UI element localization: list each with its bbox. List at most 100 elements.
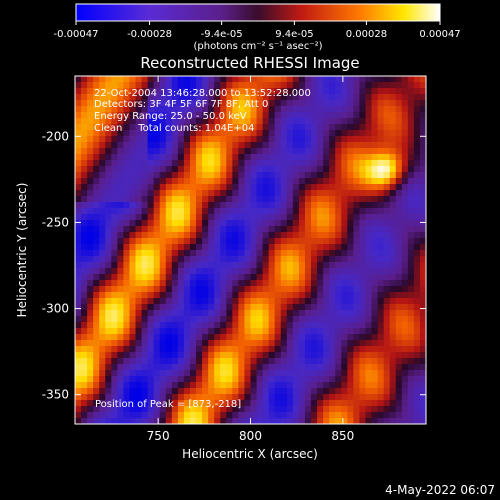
annotation-energy: Energy Range: 25.0 - 50.0 keV xyxy=(94,111,247,122)
heatmap-cell xyxy=(159,334,167,341)
heatmap-cell xyxy=(268,340,276,347)
heatmap-cell xyxy=(87,280,94,287)
heatmap-cell xyxy=(419,106,426,113)
heatmap-cell xyxy=(323,304,330,311)
heatmap-cell xyxy=(413,298,421,305)
heatmap-cell xyxy=(292,130,300,137)
heatmap-cell xyxy=(353,190,360,197)
heatmap-cell xyxy=(220,100,227,107)
heatmap-cell xyxy=(105,328,112,335)
heatmap-cell xyxy=(317,352,324,359)
heatmap-cell xyxy=(159,382,167,389)
heatmap-cell xyxy=(165,226,173,233)
heatmap-cell xyxy=(75,292,82,299)
heatmap-cell xyxy=(359,76,366,83)
heatmap-cell xyxy=(353,322,360,329)
heatmap-cell xyxy=(274,190,282,197)
heatmap-cell xyxy=(304,298,312,305)
heatmap-cell xyxy=(147,124,155,131)
heatmap-cell xyxy=(147,280,155,287)
heatmap-cell xyxy=(383,400,391,407)
heatmap-cell xyxy=(311,112,318,119)
heatmap-cell xyxy=(419,196,426,203)
heatmap-cell xyxy=(383,238,391,245)
heatmap-cell xyxy=(395,226,403,233)
heatmap-cell xyxy=(153,178,161,185)
heatmap-cell xyxy=(268,400,276,407)
heatmap-cell xyxy=(159,286,167,293)
heatmap-cell xyxy=(250,346,258,353)
heatmap-cell xyxy=(419,94,426,101)
heatmap-cell xyxy=(250,160,258,167)
heatmap-cell xyxy=(75,208,82,215)
heatmap-cell xyxy=(323,172,330,179)
heatmap-cell xyxy=(250,166,258,173)
heatmap-cell xyxy=(75,316,82,323)
heatmap-cell xyxy=(220,376,227,383)
heatmap-cell xyxy=(159,226,167,233)
heatmap-cell xyxy=(159,250,167,257)
heatmap-cell xyxy=(274,388,282,395)
heatmap-cell xyxy=(383,160,391,167)
heatmap-cell xyxy=(99,250,106,257)
heatmap-cell xyxy=(389,220,397,227)
heatmap-cell xyxy=(93,322,100,329)
heatmap-cell xyxy=(274,292,282,299)
heatmap-cell xyxy=(329,412,336,419)
heatmap-cell xyxy=(286,328,294,335)
heatmap-cell xyxy=(135,244,143,251)
heatmap-cell xyxy=(177,82,185,89)
heatmap-cell xyxy=(93,292,100,299)
heatmap-cell xyxy=(311,334,318,341)
heatmap-cell xyxy=(401,388,409,395)
heatmap-cell xyxy=(238,184,245,191)
heatmap-cell xyxy=(389,286,397,293)
heatmap-cell xyxy=(75,226,82,233)
heatmap-cell xyxy=(298,250,306,257)
heatmap-cell xyxy=(292,226,300,233)
heatmap-cell xyxy=(111,112,118,119)
heatmap-cell xyxy=(268,136,276,143)
heatmap-cell xyxy=(262,166,270,173)
heatmap-cell xyxy=(304,226,312,233)
heatmap-cell xyxy=(274,76,282,83)
heatmap-cell xyxy=(365,262,373,269)
heatmap-cell xyxy=(365,160,373,167)
heatmap-cell xyxy=(286,406,294,413)
heatmap-cell xyxy=(419,376,426,383)
heatmap-cell xyxy=(413,214,421,221)
heatmap-cell xyxy=(311,346,318,353)
heatmap-cell xyxy=(365,172,373,179)
heatmap-cell xyxy=(202,178,209,185)
heatmap-cell xyxy=(220,364,227,371)
heatmap-cell xyxy=(298,310,306,317)
heatmap-cell xyxy=(99,88,106,95)
heatmap-cell xyxy=(317,250,324,257)
heatmap-cell xyxy=(232,310,239,317)
heatmap-cell xyxy=(389,262,397,269)
heatmap-cell xyxy=(413,250,421,257)
heatmap-cell xyxy=(401,328,409,335)
heatmap-cell xyxy=(250,214,258,221)
heatmap-cell xyxy=(135,406,143,413)
heatmap-cell xyxy=(298,340,306,347)
heatmap-cell xyxy=(93,394,100,401)
heatmap-cell xyxy=(323,292,330,299)
heatmap-cell xyxy=(353,172,360,179)
heatmap-cell xyxy=(153,250,161,257)
heatmap-cell xyxy=(75,100,82,107)
heatmap-cell xyxy=(141,124,149,131)
heatmap-cell xyxy=(268,274,276,281)
heatmap-cell xyxy=(407,220,415,227)
heatmap-cell xyxy=(317,100,324,107)
heatmap-cell xyxy=(280,172,288,179)
heatmap-cell xyxy=(141,100,149,107)
heatmap-cell xyxy=(371,268,379,275)
heatmap-cell xyxy=(377,340,385,347)
heatmap-cell xyxy=(202,280,209,287)
heatmap-cell xyxy=(226,124,233,131)
heatmap-cell xyxy=(87,82,94,89)
heatmap-cell xyxy=(413,94,421,101)
heatmap-cell xyxy=(208,412,215,419)
heatmap-cell xyxy=(359,124,366,131)
